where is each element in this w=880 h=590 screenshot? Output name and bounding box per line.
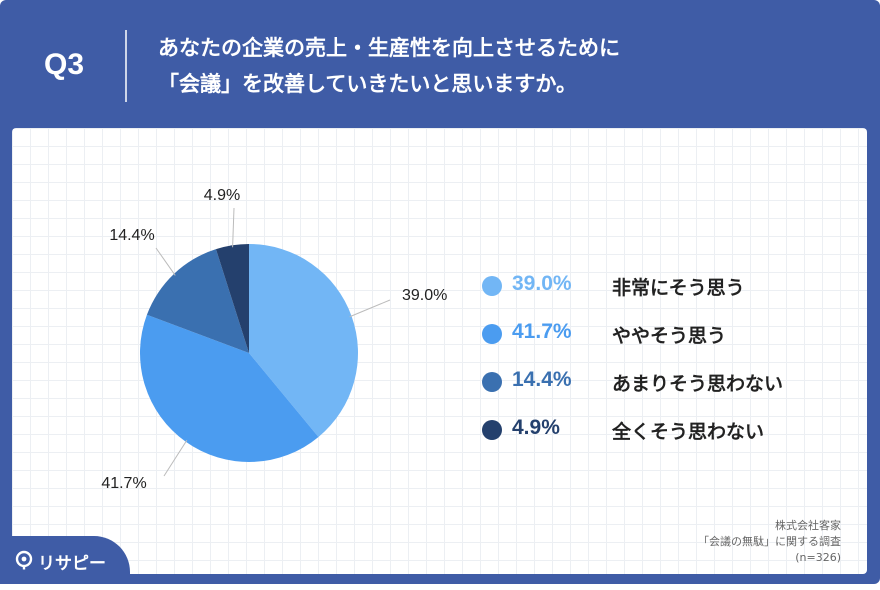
- legend-swatch: [482, 420, 502, 440]
- chart-panel: 39.0% 41.7% 14.4% 4.9% 39.0% 非常にそう思う 41.7% ややそ…: [12, 128, 867, 574]
- leader-line: [163, 439, 188, 477]
- slice-data-label: 39.0%: [402, 287, 447, 304]
- legend-swatch: [482, 372, 502, 392]
- pie-slice: [215, 244, 249, 353]
- leader-line: [155, 247, 176, 276]
- legend-percent: 41.7%: [512, 320, 572, 343]
- header-divider: [125, 30, 127, 102]
- source-company: 株式会社客家: [775, 519, 841, 532]
- slice-data-label: 41.7%: [101, 475, 146, 492]
- question-line-1: あなたの企業の売上・生産性を向上させるために: [158, 36, 620, 60]
- question-text: あなたの企業の売上・生産性を向上させるために 「会議」を改善していきたいと思いま…: [158, 30, 620, 102]
- legend-label: あまりそう思わない: [612, 373, 784, 395]
- question-number: Q3: [44, 48, 85, 81]
- leader-line: [232, 207, 235, 248]
- brand-name: リサピー: [38, 554, 106, 574]
- legend-label: 非常にそう思う: [612, 277, 745, 299]
- legend-label: ややそう思う: [612, 325, 727, 347]
- legend-percent: 39.0%: [512, 272, 572, 295]
- source-note: 株式会社客家 「会議の無駄」に関する調査 (n=326): [698, 518, 841, 566]
- pie-chart: 39.0% 41.7% 14.4% 4.9%: [101, 187, 447, 492]
- magnifier-logo-icon: [15, 550, 33, 570]
- pie-slice: [146, 249, 249, 353]
- pie-slice: [140, 314, 319, 462]
- leader-line: [349, 299, 391, 318]
- source-survey: 「会議の無駄」に関する調査: [698, 535, 841, 548]
- slice-data-label: 4.9%: [204, 187, 240, 204]
- legend-swatch: [482, 276, 502, 296]
- legend-percent: 4.9%: [512, 416, 560, 439]
- legend-percent: 14.4%: [512, 368, 572, 391]
- source-sample-size: (n=326): [795, 551, 841, 564]
- legend-label: 全くそう思わない: [612, 421, 765, 443]
- pie-slice: [249, 244, 358, 437]
- question-header: Q3 あなたの企業の売上・生産性を向上させるために 「会議」を改善していきたいと…: [0, 0, 880, 128]
- brand-logo: リサピー: [0, 536, 130, 584]
- question-line-2: 「会議」を改善していきたいと思いますか。: [158, 72, 577, 96]
- legend-swatch: [482, 324, 502, 344]
- slice-data-label: 14.4%: [109, 227, 154, 244]
